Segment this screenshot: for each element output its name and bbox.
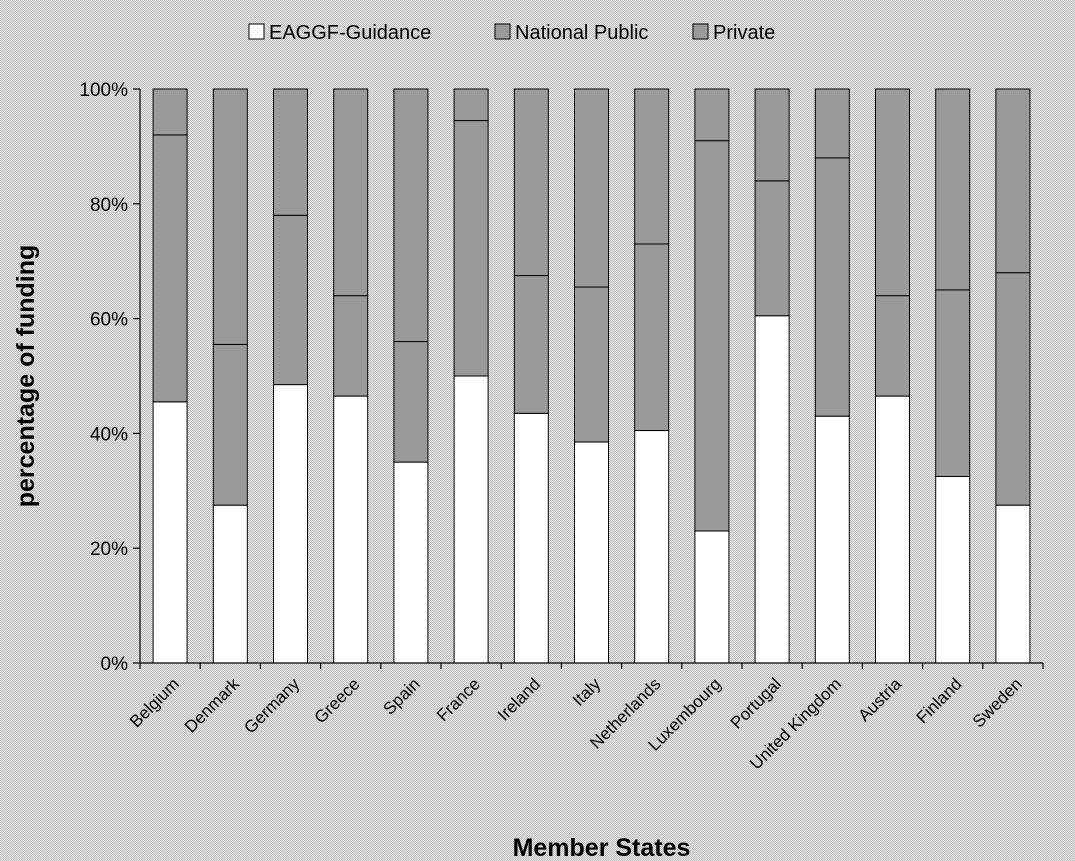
bar-segment-eaggf-guidance [333,395,369,664]
bar-segment-national-public [152,134,188,403]
y-tick-label: 80% [90,195,128,216]
bar-segment-private [754,88,790,182]
bar-segment-national-public [393,341,429,463]
bar-segment-national-public [995,272,1031,506]
bar-segment-national-public [694,140,730,532]
bar-segment-eaggf-guidance [694,530,730,664]
bar-segment-eaggf-guidance [212,504,248,664]
legend-swatch [692,23,709,40]
y-tick-label: 0% [101,654,129,675]
legend-swatch [248,23,265,40]
bar-segment-private [152,88,188,136]
legend-swatch [494,23,511,40]
bar-group-sweden [995,88,1031,664]
bar-segment-national-public [212,343,248,506]
bar-segment-private [393,88,429,343]
y-axis: 0% 20% 40% 60% 80% 100% [79,80,141,675]
bar-segment-national-public [814,157,850,417]
bar-segment-national-public [273,214,308,386]
bar-group-germany [273,88,308,664]
bar-segment-private [995,88,1031,274]
bar-segment-private [814,88,850,159]
bar-segment-national-public [574,286,609,443]
bar-segment-private [634,88,670,245]
bar-segment-private [333,88,369,297]
bar-segment-private [513,88,549,277]
bar-group-spain [393,88,429,664]
bar-segment-eaggf-guidance [453,375,489,664]
bar-segment-national-public [453,120,489,377]
bar-group-greece [333,88,369,664]
legend-label: National Public [515,22,648,44]
legend-label: EAGGF-Guidance [269,22,431,44]
bar-group-portugal [754,88,790,664]
bar-group-finland [935,88,971,664]
x-axis-title: Member States [513,834,691,861]
bar-segment-national-public [513,275,549,414]
bar-segment-eaggf-guidance [875,395,910,664]
y-tick-label: 20% [90,539,128,560]
bar-segment-private [935,88,971,291]
bar-segment-eaggf-guidance [935,475,971,664]
bar-segment-private [212,88,248,345]
bar-segment-eaggf-guidance [634,430,670,664]
bar-group-ireland [513,88,549,664]
y-tick-label: 60% [90,310,128,331]
legend-item-eaggf-guidance: EAGGF-Guidance [248,22,431,44]
bar-group-denmark [212,88,248,664]
bar-group-belgium [152,88,188,664]
bar-segment-eaggf-guidance [995,504,1031,664]
bar-segment-private [694,88,730,142]
bar-segment-national-public [634,243,670,432]
bar-segment-eaggf-guidance [513,412,549,664]
bar-segment-eaggf-guidance [152,401,188,664]
y-tick-label: 40% [90,424,128,445]
bar-segment-eaggf-guidance [273,384,308,664]
bar-group-france [453,88,489,664]
bar-group-netherlands [634,88,670,664]
bar-segment-private [875,88,910,297]
y-tick-label: 100% [79,80,128,101]
bar-segment-national-public [935,289,971,477]
bar-segment-eaggf-guidance [393,461,429,664]
bar-segment-eaggf-guidance [754,315,790,664]
legend-item-national-public: National Public [494,22,648,44]
bar-group-austria [875,88,910,664]
bar-segment-national-public [333,295,369,397]
bar-segment-private [453,88,489,122]
bar-segment-private [273,88,308,216]
y-axis-title: percentage of funding [12,245,40,508]
legend-item-private: Private [692,22,775,44]
bar-group-luxembourg [694,88,730,664]
bar-segment-eaggf-guidance [814,415,850,664]
bar-segment-national-public [875,295,910,397]
bar-segment-eaggf-guidance [574,441,609,664]
bar-group-united-kingdom [814,88,850,664]
legend-label: Private [713,22,775,44]
bar-segment-national-public [754,180,790,317]
bar-group-italy [574,88,609,664]
legend: EAGGF-Guidance National Public Private [248,22,775,44]
plot-area [152,88,1031,664]
bar-segment-private [574,88,609,288]
